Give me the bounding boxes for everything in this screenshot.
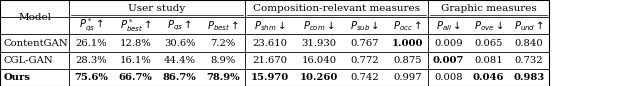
Text: Graphic measures: Graphic measures (441, 4, 536, 13)
Text: 16.040: 16.040 (301, 56, 337, 65)
Text: 0.081: 0.081 (474, 56, 503, 65)
Text: 0.732: 0.732 (515, 56, 543, 65)
Text: 44.4%: 44.4% (164, 56, 196, 65)
Text: ContentGAN: ContentGAN (4, 39, 68, 47)
Text: 0.997: 0.997 (393, 73, 422, 82)
Text: 15.970: 15.970 (251, 73, 289, 82)
Text: $P_{occ}$$\uparrow$: $P_{occ}$$\uparrow$ (393, 19, 422, 33)
Text: 0.065: 0.065 (474, 39, 503, 47)
Text: 1.000: 1.000 (392, 39, 423, 47)
Text: 0.007: 0.007 (433, 56, 464, 65)
Text: Composition-relevant measures: Composition-relevant measures (253, 4, 420, 13)
Text: 30.6%: 30.6% (164, 39, 195, 47)
Text: $P_{ali}$$\downarrow$: $P_{ali}$$\downarrow$ (436, 19, 461, 33)
Text: 31.930: 31.930 (301, 39, 337, 47)
Text: $P^*_{qs}$$\uparrow$: $P^*_{qs}$$\uparrow$ (79, 17, 103, 34)
Text: $P_{shm}$$\downarrow$: $P_{shm}$$\downarrow$ (254, 19, 286, 33)
Text: $P_{und}$$\uparrow$: $P_{und}$$\uparrow$ (514, 19, 544, 33)
Text: $P_{sub}$$\downarrow$: $P_{sub}$$\downarrow$ (350, 19, 380, 33)
Text: 21.670: 21.670 (253, 56, 287, 65)
Text: 10.260: 10.260 (300, 73, 338, 82)
Text: 0.009: 0.009 (434, 39, 463, 47)
Text: 0.767: 0.767 (351, 39, 379, 47)
Text: $P_{best}$$\uparrow$: $P_{best}$$\uparrow$ (207, 19, 239, 33)
Text: 78.9%: 78.9% (206, 73, 239, 82)
Text: CGL-GAN: CGL-GAN (4, 56, 54, 65)
Text: Model: Model (18, 13, 51, 22)
Text: 86.7%: 86.7% (163, 73, 196, 82)
Text: 0.742: 0.742 (351, 73, 379, 82)
Text: 23.610: 23.610 (253, 39, 287, 47)
Text: $P_{qs}$$\uparrow$: $P_{qs}$$\uparrow$ (167, 19, 192, 33)
Text: 0.046: 0.046 (473, 73, 504, 82)
Text: Ours: Ours (4, 73, 31, 82)
Text: User study: User study (129, 4, 186, 13)
Text: 0.772: 0.772 (351, 56, 379, 65)
Text: $P^*_{best}$$\uparrow$: $P^*_{best}$$\uparrow$ (120, 17, 152, 34)
Text: 75.6%: 75.6% (74, 73, 108, 82)
Text: 0.983: 0.983 (513, 73, 545, 82)
Text: 26.1%: 26.1% (75, 39, 107, 47)
Text: 0.008: 0.008 (434, 73, 463, 82)
Bar (0, 0, 549, 86)
Text: $P_{ove}$$\downarrow$: $P_{ove}$$\downarrow$ (474, 19, 503, 33)
Text: 28.3%: 28.3% (75, 56, 107, 65)
Text: 12.8%: 12.8% (120, 39, 152, 47)
Text: 66.7%: 66.7% (119, 73, 152, 82)
Text: 16.1%: 16.1% (120, 56, 152, 65)
Text: 0.840: 0.840 (515, 39, 543, 47)
Text: 7.2%: 7.2% (210, 39, 236, 47)
Text: $P_{com}$$\downarrow$: $P_{com}$$\downarrow$ (303, 19, 335, 33)
Text: 8.9%: 8.9% (210, 56, 236, 65)
Text: 0.875: 0.875 (393, 56, 422, 65)
